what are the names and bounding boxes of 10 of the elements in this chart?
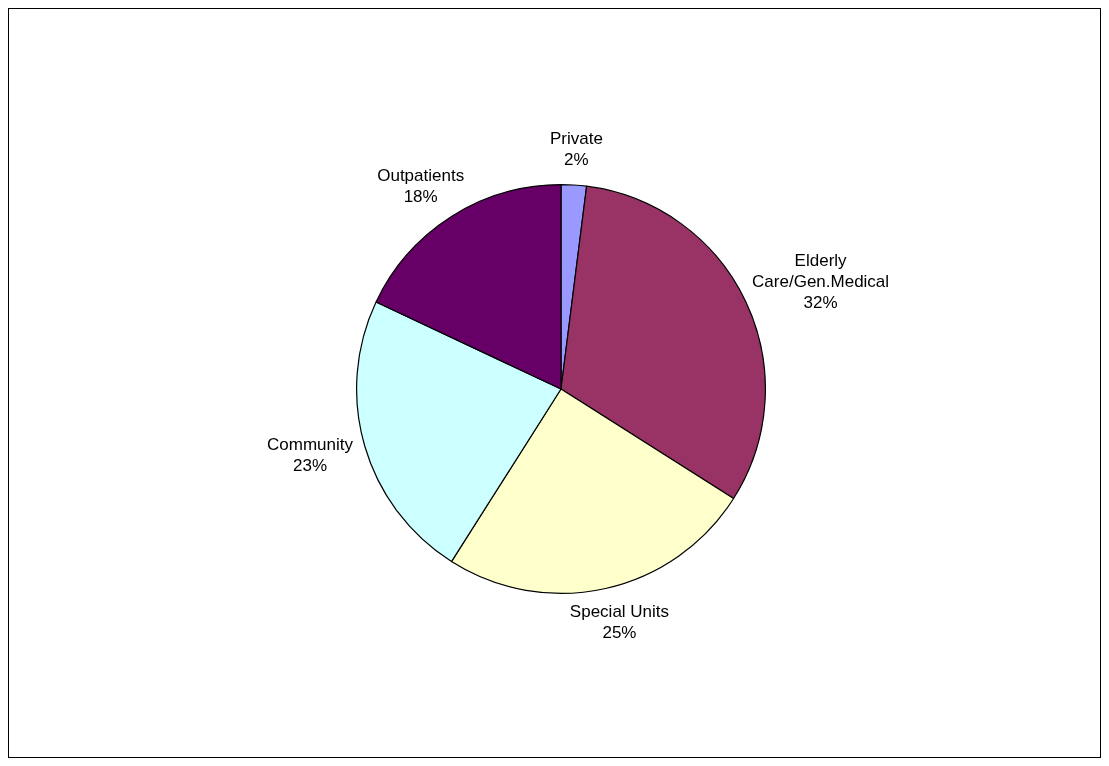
- data-label: 18%: [403, 187, 438, 207]
- slice-label: Special Units: [569, 601, 670, 621]
- slice-label: Outpatients: [377, 166, 465, 186]
- data-label: 23%: [292, 455, 328, 475]
- data-label: 2%: [564, 150, 589, 170]
- data-label: 32%: [803, 293, 838, 313]
- data-label: 25%: [602, 622, 637, 642]
- slice-label: Community: [267, 434, 354, 454]
- slice-label: Private: [549, 129, 603, 149]
- slice-label: Elderly Care/Gen.Medical: [752, 251, 890, 292]
